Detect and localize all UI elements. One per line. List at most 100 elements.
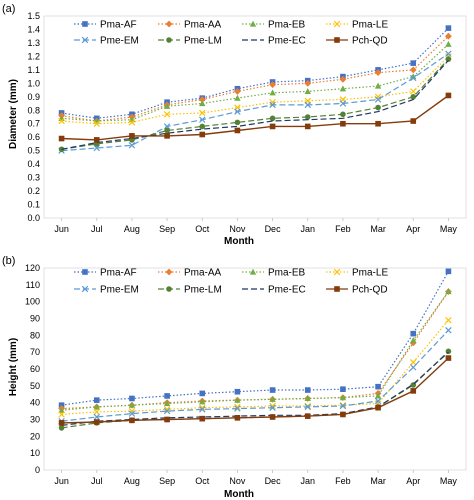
data-point (93, 413, 100, 421)
legend-marker (334, 286, 340, 292)
legend-item-pma-aa: Pma-AA (158, 268, 222, 279)
data-point (445, 25, 452, 31)
data-point (304, 101, 311, 109)
series-line (61, 351, 449, 426)
data-point (269, 387, 276, 393)
data-point (340, 120, 346, 127)
series-line (61, 291, 449, 411)
data-point (445, 50, 452, 57)
data-point (304, 387, 311, 393)
data-point (163, 102, 171, 109)
y-axis-title-b: Height (mm) (8, 338, 19, 396)
data-point (269, 98, 276, 106)
legend-item-pch-qd: Pch-QD (326, 285, 388, 296)
legend-label: Pme-EC (268, 285, 306, 296)
x-tick-label: Jan (300, 476, 315, 486)
data-point (58, 425, 65, 431)
legend-item-pme-lm: Pme-LM (158, 285, 222, 296)
data-point (304, 123, 311, 130)
x-tick-label: Sep (159, 224, 175, 234)
y-tick-label: 1.3 (27, 38, 40, 48)
data-point (269, 81, 276, 89)
data-point (234, 415, 241, 421)
data-point (375, 120, 381, 127)
series-pma-eb (58, 40, 452, 124)
data-point (93, 137, 100, 143)
y-tick-label: 10 (30, 448, 40, 458)
data-point (339, 394, 347, 401)
x-tick-label: Feb (335, 476, 351, 486)
legend-marker (82, 269, 88, 275)
data-point (340, 111, 346, 118)
x-tick-label: Sep (159, 476, 175, 486)
data-point (445, 327, 452, 334)
data-point (93, 120, 100, 127)
data-point (234, 94, 241, 101)
legend-label: Pme-EM (100, 285, 139, 296)
data-point (410, 388, 417, 394)
data-point (128, 410, 136, 417)
x-tick-label: Jun (54, 476, 69, 486)
data-point (304, 395, 311, 402)
data-point (163, 111, 171, 118)
data-point (234, 388, 241, 395)
data-point (164, 393, 170, 399)
data-point (58, 135, 65, 142)
x-tick-label: Mar (370, 476, 386, 486)
x-tick-label: Dec (265, 224, 282, 234)
data-point (198, 96, 206, 103)
data-point (410, 94, 417, 100)
diameter-chart: (a) Diameter (mm) Month 0.0 0.1 0.2 0.3 0.4 0… (2, 3, 467, 247)
data-point (58, 411, 65, 418)
data-point (304, 114, 311, 120)
y-tick-label: 40 (30, 398, 40, 408)
legend-label: Pma-LE (352, 268, 388, 279)
data-point (199, 116, 206, 123)
x-tick-label: Apr (406, 476, 420, 486)
y-tick-label: 1.4 (27, 24, 40, 34)
data-point (234, 396, 241, 403)
legend-label: Pch-QD (352, 36, 388, 47)
data-point (269, 414, 276, 420)
panel-label-b: (b) (2, 255, 15, 267)
data-point (58, 406, 65, 413)
y-tick-label: 50 (30, 381, 40, 391)
legend-item-pma-af: Pma-AF (74, 268, 137, 279)
legend-label: Pme-EC (268, 36, 306, 47)
data-point (269, 89, 276, 96)
y-tick-label: 0.6 (27, 132, 40, 142)
data-point (445, 32, 452, 40)
x-tick-label: Feb (335, 224, 351, 234)
data-point (199, 398, 206, 405)
data-point (164, 127, 170, 134)
y-tick-label: 0.8 (27, 105, 40, 115)
legend-marker (81, 285, 89, 293)
data-point (409, 66, 417, 74)
series-pch-qd (58, 355, 452, 426)
x-tick-label: May (440, 224, 458, 234)
legend-marker (166, 37, 172, 43)
y-tick-label: 1.1 (27, 65, 40, 75)
y-tick-label: 1.2 (27, 51, 40, 61)
y-axis-title-a: Diameter (mm) (8, 79, 19, 149)
plot-area (43, 15, 467, 219)
data-point (339, 75, 347, 83)
series-pme-lm (58, 348, 452, 431)
data-point (269, 101, 276, 109)
data-point (58, 117, 65, 125)
data-point (128, 401, 136, 408)
legend-label: Pma-AA (184, 268, 222, 279)
y-tick-label: 1.5 (27, 11, 40, 21)
data-point (128, 142, 136, 149)
data-point (410, 364, 417, 371)
y-tick-label: 0.2 (27, 186, 40, 196)
data-point (129, 417, 135, 424)
data-point (234, 405, 241, 412)
legend-marker (333, 20, 341, 28)
series-line (61, 357, 449, 424)
y-tick-label: 0.9 (27, 92, 40, 102)
data-point (129, 133, 135, 139)
legend-marker (166, 286, 172, 292)
y-tick-label: 60 (30, 364, 40, 374)
data-point (164, 133, 170, 139)
